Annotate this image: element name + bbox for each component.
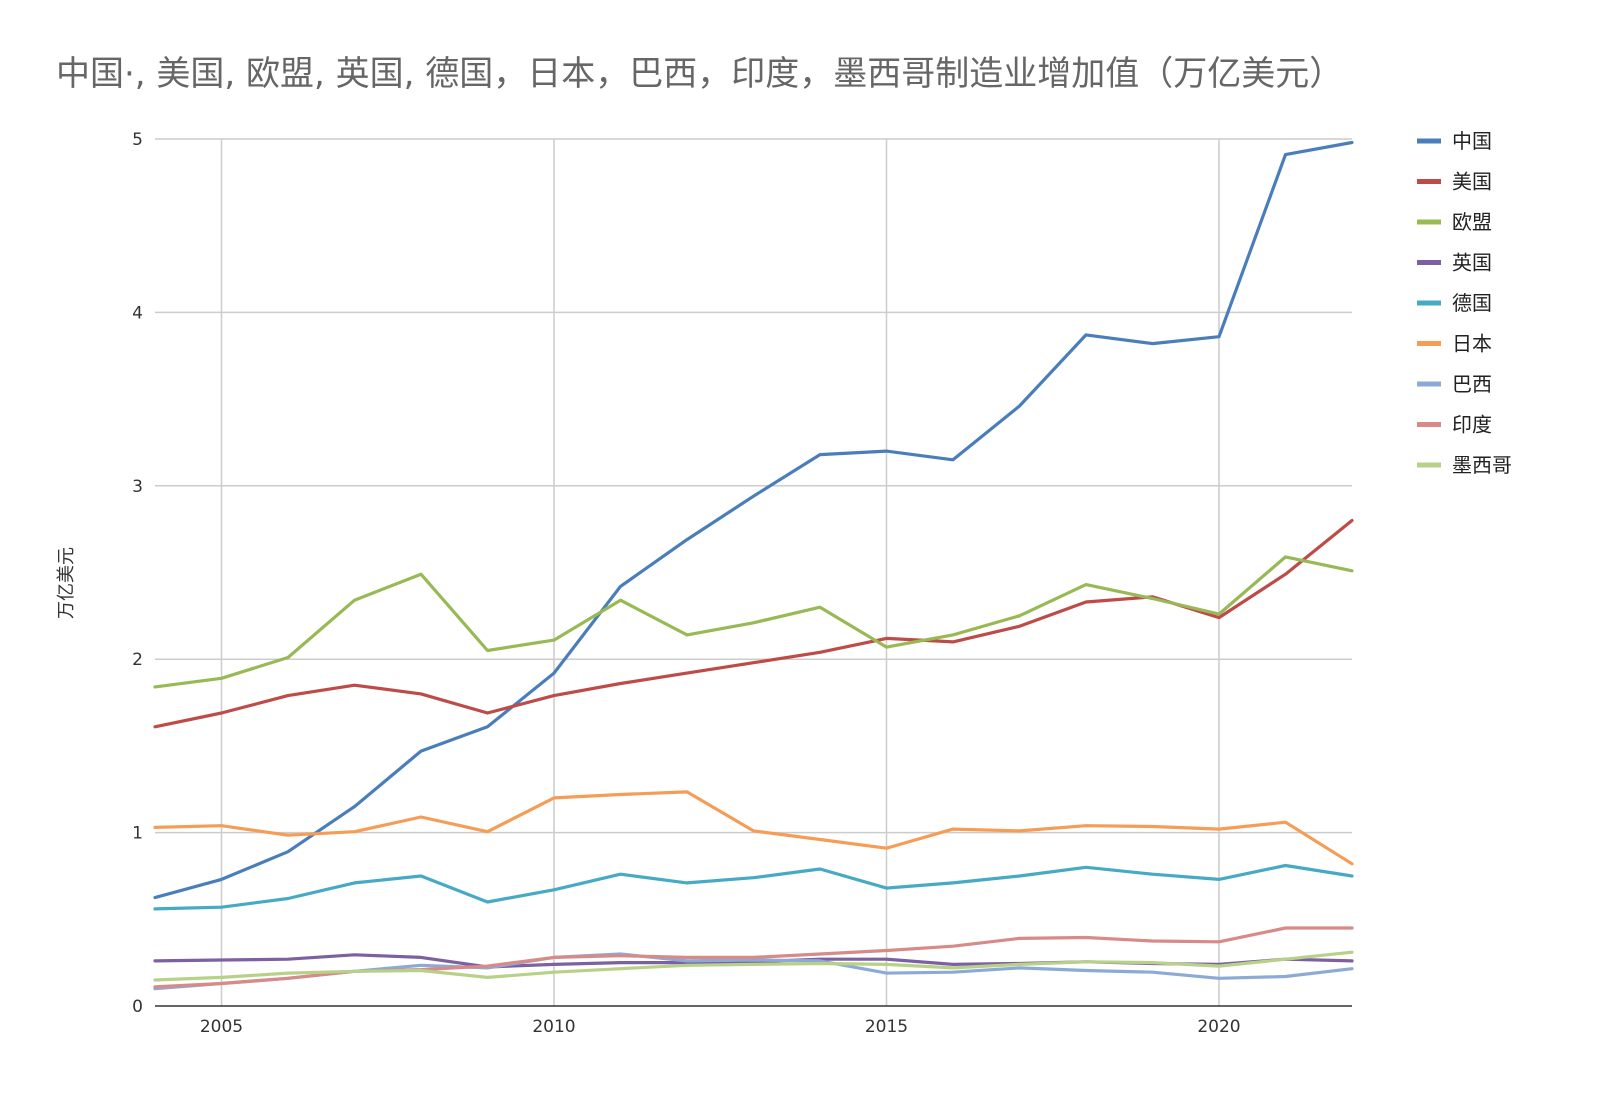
legend-label-0: 中国 [1452, 129, 1492, 153]
x-tick-label: 2015 [865, 1017, 908, 1037]
y-tick-label: 5 [132, 130, 143, 150]
legend-label-1: 美国 [1452, 170, 1492, 194]
y-tick-label: 3 [132, 477, 143, 497]
series-line-0 [153, 140, 1354, 900]
legend-label-3: 英国 [1452, 251, 1492, 275]
legend-label-2: 欧盟 [1452, 210, 1492, 234]
x-tick-label: 2020 [1197, 1017, 1240, 1037]
legend-label-4: 德国 [1452, 291, 1492, 315]
legend-label-8: 墨西哥 [1452, 453, 1512, 477]
grid [155, 138, 1352, 1006]
legend-label-7: 印度 [1452, 413, 1492, 437]
series-line-5 [153, 790, 1354, 866]
y-tick-label: 1 [132, 824, 143, 844]
y-tick-label: 0 [132, 997, 143, 1017]
series-line-1 [153, 518, 1354, 729]
series-line-4 [153, 863, 1354, 911]
chart-title: 中国·, 美国, 欧盟, 英国, 德国，日本，巴西，印度，墨西哥制造业增加值（万… [56, 54, 1343, 94]
y-tick-label: 2 [132, 650, 143, 670]
x-tick-label: 2005 [200, 1017, 243, 1037]
axes: 0 1 2 3 4 5 2005 2010 2015 2020 [132, 130, 1352, 1037]
legend-label-6: 巴西 [1452, 372, 1492, 396]
legend-label-5: 日本 [1452, 332, 1492, 356]
y-tick-label: 4 [132, 303, 143, 323]
series-line-8 [153, 950, 1354, 982]
series-line-2 [153, 555, 1354, 689]
y-axis-label: 万亿美元 [56, 547, 77, 619]
series-lines [153, 140, 1354, 991]
x-tick-label: 2010 [532, 1017, 575, 1037]
